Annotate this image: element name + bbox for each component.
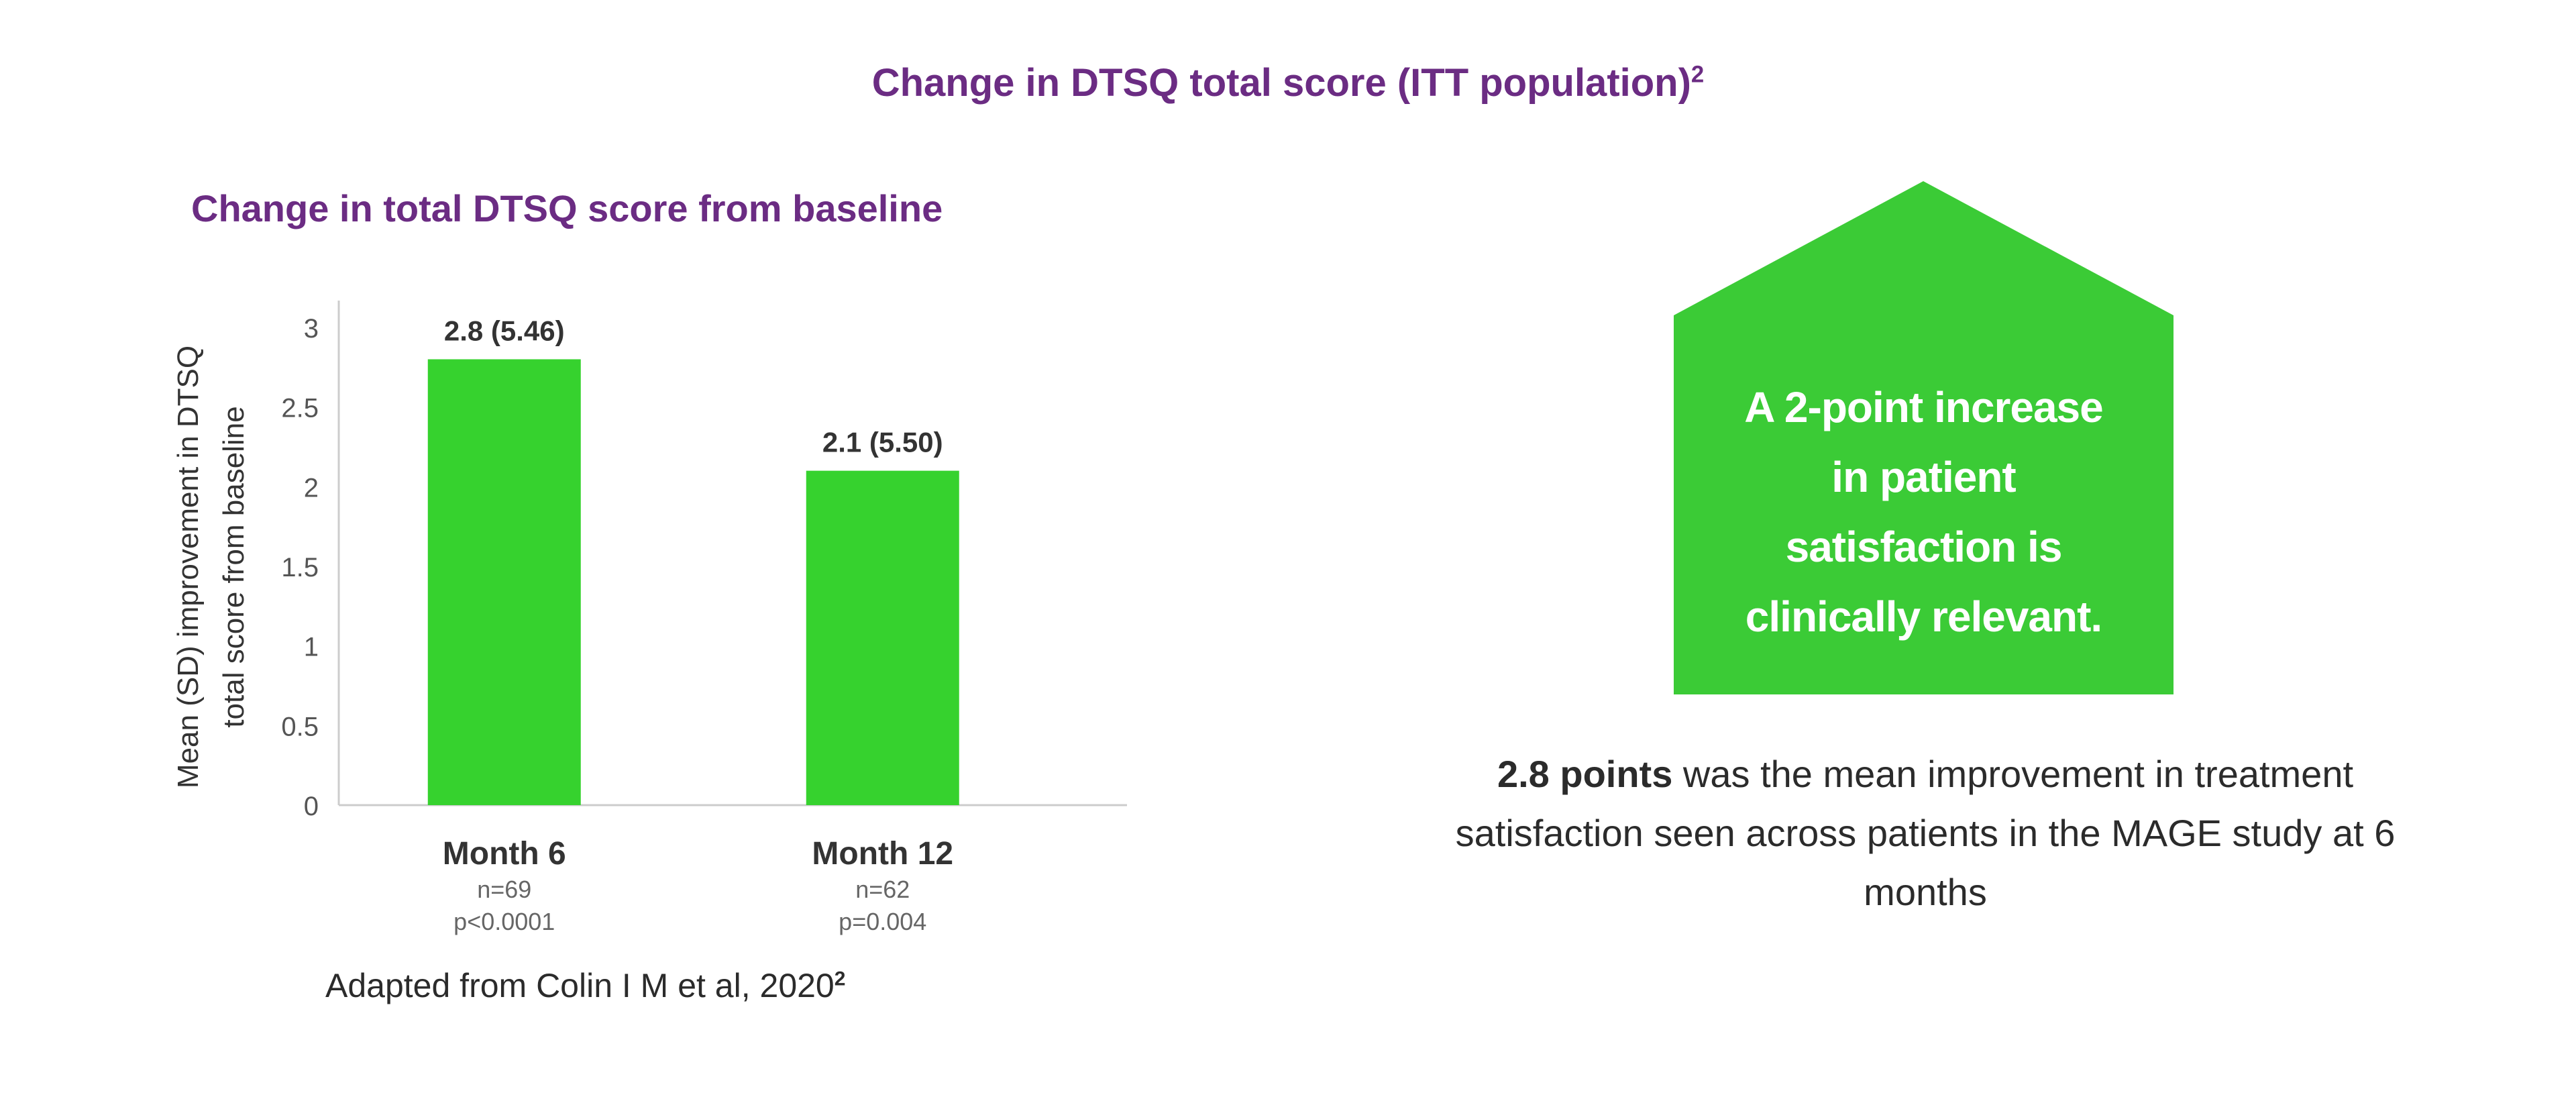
y-tick-label: 0.5 [281, 712, 319, 741]
callout-line-2: in patient [1831, 453, 2016, 501]
callout-line-1: A 2-point increase [1744, 383, 2103, 431]
y-axis-label-line: total score from baseline [217, 406, 250, 727]
bar-2 [806, 470, 959, 805]
x-category-label: Month 12 [812, 836, 953, 872]
p-label: p<0.0001 [453, 908, 555, 935]
source-superscript: 2 [834, 968, 846, 990]
callout-house-shape [1674, 181, 2174, 694]
summary-statement: 2.8 points was the mean improvement in t… [1442, 745, 2408, 922]
p-label: p=0.004 [839, 908, 926, 935]
callout-line-4: clinically relevant. [1745, 592, 2102, 641]
y-tick-label: 2.5 [281, 394, 319, 423]
main-title: Change in DTSQ total score (ITT populati… [0, 60, 2576, 105]
summary-rest: was the mean improvement in treatment sa… [1455, 753, 2396, 913]
y-axis-label-line: Mean (SD) improvement in DTSQ [172, 346, 205, 788]
main-title-text: Change in DTSQ total score (ITT populati… [871, 61, 1691, 105]
y-tick-label: 3 [304, 314, 319, 344]
chart-title: Change in total DTSQ score from baseline [191, 187, 943, 229]
y-tick-label: 1.5 [281, 553, 319, 582]
source-text: Adapted from Colin I M et al, 2020 [325, 967, 835, 1004]
n-label: n=62 [855, 876, 910, 903]
bar-1 [427, 359, 581, 805]
callout-line-3: satisfaction is [1785, 523, 2063, 571]
bar-chart: Mean (SD) improvement in DTSQ total score… [172, 301, 1127, 935]
x-category-label: Month 6 [443, 836, 566, 872]
main-title-superscript: 2 [1690, 61, 1705, 88]
n-label: n=69 [477, 876, 531, 903]
callout-text: A 2-point increase in patient satisfacti… [1674, 372, 2174, 651]
summary-highlight: 2.8 points [1497, 753, 1673, 795]
source-citation: Adapted from Colin I M et al, 20202 [325, 966, 845, 1005]
y-tick-label: 0 [304, 792, 319, 821]
y-tick-label: 2 [304, 473, 319, 503]
y-tick-label: 1 [304, 633, 319, 662]
data-label: 2.8 (5.46) [444, 315, 565, 346]
data-label: 2.1 (5.50) [822, 427, 943, 458]
